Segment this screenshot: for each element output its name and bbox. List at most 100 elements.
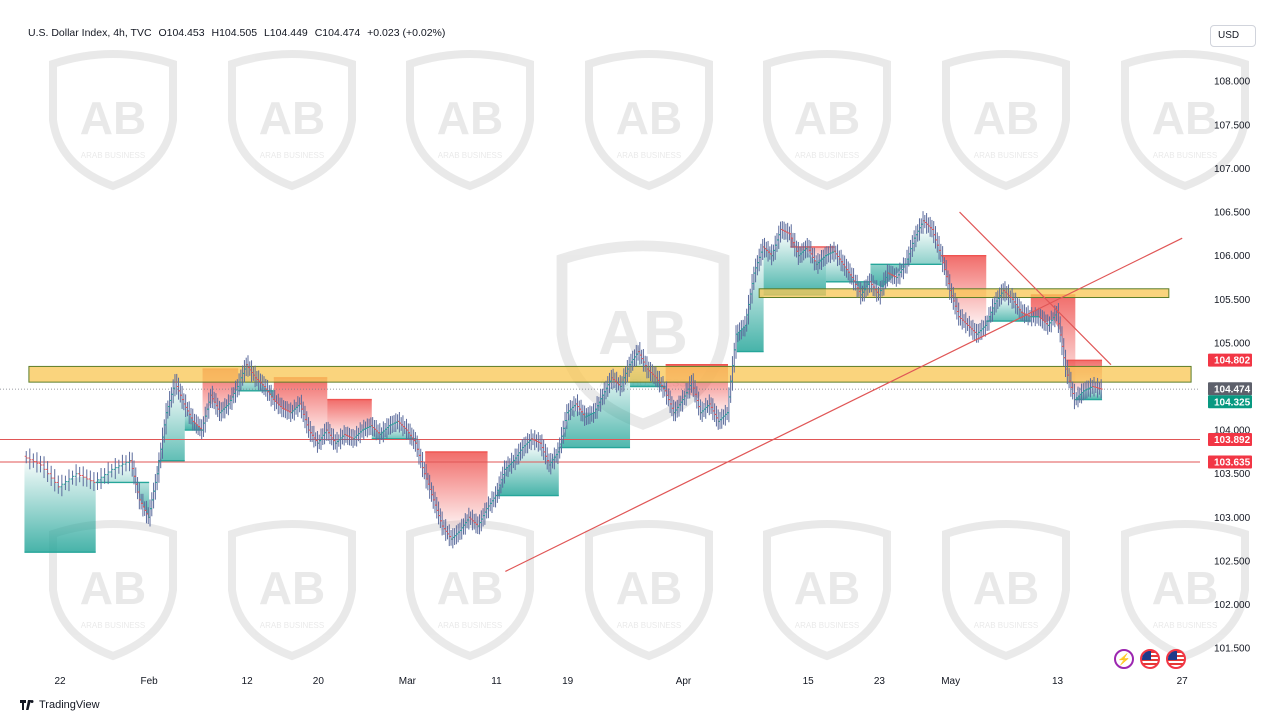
watermark-layer: AB ARAB BUSINESS AB ARAB BUSINESS AB ARAB BUS… <box>49 50 1249 661</box>
watermark-initials: AB <box>1152 92 1218 144</box>
time-tick-label: 22 <box>55 676 67 687</box>
watermark-shield <box>585 520 713 661</box>
price-tick-label: 101.500 <box>1214 644 1251 655</box>
time-axis[interactable]: 22 Feb 12 20 Mar 11 19 Apr 15 23 May 13 27 <box>55 676 1189 687</box>
watermark-initials: AB <box>973 562 1039 614</box>
watermark-initials: AB <box>794 562 860 614</box>
support-resistance-zone[interactable] <box>758 288 1170 299</box>
price-tick-label: 107.000 <box>1214 164 1251 175</box>
price-tick-label: 105.500 <box>1214 295 1251 306</box>
time-tick-label: 11 <box>491 676 502 687</box>
watermark-text: ARAB BUSINESS <box>81 151 145 160</box>
watermark-shield <box>49 50 177 191</box>
watermark-initials: AB <box>794 92 860 144</box>
price-label-text: 104.802 <box>1214 356 1251 367</box>
low-value: L104.449 <box>263 27 308 39</box>
watermark-logo: AB ARAB BUSINESS <box>763 520 891 661</box>
watermark-shield <box>763 50 891 191</box>
price-label-box[interactable] <box>1208 353 1252 367</box>
watermark-shield <box>942 50 1070 191</box>
price-tick-label: 103.000 <box>1214 513 1251 524</box>
levels-layer[interactable] <box>0 388 1200 463</box>
watermark-logo: AB ARAB BUSINESS <box>228 50 356 191</box>
price-label-text: 104.325 <box>1214 397 1251 408</box>
supertrend-support-fill <box>24 456 96 553</box>
price-label-text: 103.892 <box>1214 435 1251 446</box>
us-flag-icon[interactable] <box>1140 649 1160 669</box>
us-flag-icon[interactable] <box>1166 649 1186 669</box>
watermark-text: ARAB BUSINESS <box>617 151 681 160</box>
watermark-shield <box>228 520 356 661</box>
watermark-text: ARAB BUSINESS <box>1153 151 1217 160</box>
watermark-text: ARAB BUSINESS <box>438 621 502 630</box>
supertrend-support-fill <box>558 364 631 452</box>
price-label-box[interactable] <box>1208 382 1252 396</box>
open-value: O104.453 <box>158 27 205 39</box>
price-tick-label: 105.000 <box>1214 338 1251 349</box>
watermark-logo: AB ARAB BUSINESS <box>585 520 713 661</box>
watermark-shield <box>585 50 713 191</box>
trend-lines-layer[interactable] <box>505 211 1183 572</box>
price-tick-label: 103.500 <box>1214 469 1251 480</box>
trend-line[interactable] <box>505 237 1183 572</box>
time-tick-label: Apr <box>676 676 692 687</box>
watermark-initials: AB <box>1152 562 1218 614</box>
supertrend-support-fill <box>95 460 150 518</box>
watermark-shield <box>49 520 177 661</box>
watermark-text: ARAB BUSINESS <box>974 151 1038 160</box>
currency-button[interactable]: USD <box>1210 25 1256 47</box>
watermark-logo: AB ARAB BUSINESS <box>49 50 177 191</box>
event-icons: ⚡ <box>1114 649 1186 669</box>
time-tick-label: 19 <box>562 676 574 687</box>
price-layer <box>24 211 1103 549</box>
price-tick-label: 102.000 <box>1214 600 1251 611</box>
watermark-logo: AB ARAB BUSINESS <box>1121 520 1249 661</box>
watermark-logo: AB ARAB BUSINESS <box>1121 50 1249 191</box>
watermark-initials: AB <box>973 92 1039 144</box>
time-tick-label: 13 <box>1052 676 1064 687</box>
price-tick-label: 104.000 <box>1214 426 1251 437</box>
trend-line[interactable] <box>959 211 1112 366</box>
watermark-initials: AB <box>80 562 146 614</box>
watermark-logo: AB ARAB BUSINESS <box>942 50 1070 191</box>
time-tick-label: Feb <box>141 676 159 687</box>
symbol-header[interactable]: U.S. Dollar Index, 4h, TVC O104.453 H104… <box>28 27 449 39</box>
watermark-text: ARAB BUSINESS <box>795 151 859 160</box>
watermark-logo: AB ARAB BUSINESS <box>49 520 177 661</box>
price-label-box[interactable] <box>1208 433 1252 447</box>
price-label-box[interactable] <box>1208 395 1252 409</box>
watermark-logo: AB ARAB BUSINESS <box>763 50 891 191</box>
watermark-initials: AB <box>259 92 325 144</box>
price-label-text: 103.635 <box>1214 457 1251 468</box>
symbol-name[interactable]: U.S. Dollar Index, 4h, TVC <box>28 27 152 39</box>
price-label-box[interactable] <box>1208 455 1252 469</box>
time-tick-label: Mar <box>399 676 417 687</box>
watermark-logo: AB ARAB BUSINESS <box>942 520 1070 661</box>
price-axis[interactable]: 108.000 107.500 107.000 106.500 106.000 105.5… <box>1208 77 1252 655</box>
watermark-text: ARAB BUSINESS <box>974 621 1038 630</box>
lightning-icon[interactable]: ⚡ <box>1114 649 1134 669</box>
watermark-shield <box>406 50 534 191</box>
time-tick-label: 15 <box>803 676 815 687</box>
time-tick-label: 12 <box>242 676 254 687</box>
supertrend-resistance-fill <box>1030 294 1076 400</box>
price-tick-label: 102.500 <box>1214 556 1251 567</box>
watermark-text: ARAB BUSINESS <box>260 621 324 630</box>
footer-brand[interactable]: TradingView <box>20 699 100 711</box>
watermark-logo: AB ARAB BUSINESS <box>228 520 356 661</box>
brand-name: TradingView <box>39 699 100 711</box>
supertrend-resistance-fill <box>202 369 239 431</box>
price-tick-label: 108.000 <box>1214 77 1251 88</box>
watermark-logo: AB ARAB BUSINESS <box>406 50 534 191</box>
price-tick-label: 106.500 <box>1214 208 1251 219</box>
watermark-shield <box>228 50 356 191</box>
time-tick-label: 23 <box>874 676 886 687</box>
watermark-shield <box>763 520 891 661</box>
watermark-logo: AB ARAB BUSINESS <box>406 520 534 661</box>
change-value: +0.023 (+0.02%) <box>367 27 446 39</box>
watermark-text: ARAB BUSINESS <box>1153 621 1217 630</box>
time-tick-label: 27 <box>1177 676 1189 687</box>
time-tick-label: May <box>941 676 960 687</box>
